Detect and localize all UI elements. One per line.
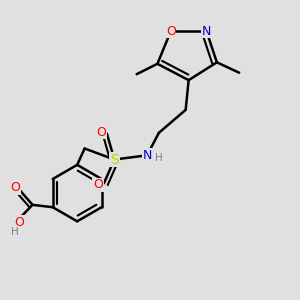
Text: O: O [14, 216, 24, 229]
Text: O: O [97, 126, 106, 139]
Text: O: O [11, 182, 20, 194]
Text: N: N [202, 25, 211, 38]
Text: O: O [93, 178, 103, 191]
Text: N: N [142, 149, 152, 162]
Text: O: O [166, 25, 176, 38]
Text: S: S [110, 152, 119, 167]
Text: H: H [11, 227, 19, 237]
Text: H: H [155, 153, 163, 163]
